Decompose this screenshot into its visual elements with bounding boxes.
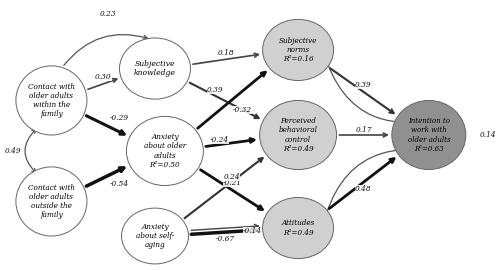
Text: 0.48: 0.48 bbox=[354, 185, 371, 193]
Ellipse shape bbox=[260, 100, 336, 170]
Text: Intention to
work with
older adults
R²=0.63: Intention to work with older adults R²=0… bbox=[408, 117, 450, 153]
Ellipse shape bbox=[262, 197, 334, 259]
Text: 0.39: 0.39 bbox=[354, 81, 371, 89]
Text: 0.49: 0.49 bbox=[4, 147, 21, 155]
Text: Contact with
older adults
within the
family: Contact with older adults within the fam… bbox=[28, 83, 75, 118]
Text: 0.24: 0.24 bbox=[224, 173, 240, 181]
Ellipse shape bbox=[262, 19, 334, 80]
Ellipse shape bbox=[122, 208, 188, 264]
Text: Subjective
knowledge: Subjective knowledge bbox=[134, 60, 176, 77]
Text: Attitudes
R²=0.49: Attitudes R²=0.49 bbox=[282, 220, 315, 237]
Text: -0.21: -0.21 bbox=[223, 178, 242, 187]
Text: Subjective
norms
R²=0.16: Subjective norms R²=0.16 bbox=[279, 37, 318, 63]
Text: 0.14: 0.14 bbox=[480, 131, 496, 139]
Text: -0.14: -0.14 bbox=[243, 227, 262, 235]
Ellipse shape bbox=[16, 167, 87, 236]
Text: Perceived
behavioral
control
R²=0.49: Perceived behavioral control R²=0.49 bbox=[278, 117, 318, 153]
Ellipse shape bbox=[392, 100, 466, 170]
Ellipse shape bbox=[120, 38, 190, 99]
Text: 0.17: 0.17 bbox=[356, 126, 372, 134]
Text: 0.23: 0.23 bbox=[100, 10, 116, 18]
Text: -0.67: -0.67 bbox=[216, 235, 235, 243]
Text: -0.24: -0.24 bbox=[210, 136, 229, 144]
Text: Contact with
older adults
outside the
family: Contact with older adults outside the fa… bbox=[28, 184, 75, 219]
Ellipse shape bbox=[126, 116, 204, 185]
Text: 0.39: 0.39 bbox=[207, 86, 224, 94]
Text: -0.32: -0.32 bbox=[233, 106, 252, 114]
Text: -0.29: -0.29 bbox=[110, 114, 128, 122]
Text: Anxiety
about self-
aging: Anxiety about self- aging bbox=[136, 223, 174, 249]
Text: 0.30: 0.30 bbox=[95, 73, 112, 81]
Text: -0.54: -0.54 bbox=[110, 180, 128, 188]
Text: Anxiety
about older
adults
R²=0.50: Anxiety about older adults R²=0.50 bbox=[144, 133, 186, 169]
Text: 0.18: 0.18 bbox=[218, 49, 235, 57]
Ellipse shape bbox=[16, 66, 87, 135]
